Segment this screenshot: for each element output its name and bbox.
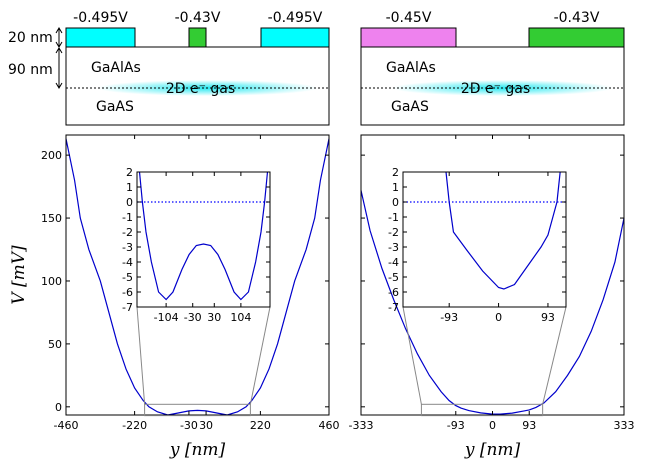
zoom-box [420,403,544,417]
gate-label: -0.45V [386,10,432,26]
y-tick-label: 0 [55,401,62,414]
material-label: GaAS [96,99,134,115]
gate [528,27,625,48]
zoom-connector [249,306,271,405]
zoom-box [144,403,251,417]
y-tick-label: -5 [122,271,133,284]
y-axis-label: V [mV] [9,245,29,305]
material-label: GaAS [391,99,429,115]
gate-label: -0.43V [175,10,221,26]
curve [65,138,330,416]
x-tick-label: -93 [447,419,465,432]
y-tick-label: -4 [122,256,133,269]
y-tick-label: -6 [122,286,133,299]
x-tick-label: -30 [184,311,202,324]
zoom-connector [136,306,146,405]
y-tick-label: 50 [48,338,62,351]
y-tick-label: -1 [122,211,133,224]
y-tick-label: -1 [388,211,399,224]
y-tick-label: -4 [388,256,399,269]
y-tick-label: 1 [392,181,399,194]
gate-label: -0.43V [554,10,600,26]
layer-label: 90 nm [8,62,53,78]
arrow-head [55,27,63,89]
x-tick-label: 333 [614,419,635,432]
x-axis-label: y [nm] [464,440,521,460]
plot-frame [136,171,271,308]
curve [138,171,269,301]
layer-label: 20 nm [8,30,53,46]
x-tick-label: 30 [199,419,213,432]
y-tick-label: -5 [388,271,399,284]
x-tick-label: -93 [440,311,458,324]
y-tick-label: 200 [41,149,62,162]
x-tick-label: 93 [522,419,536,432]
curve [445,171,561,290]
x-tick-label: 0 [489,419,496,432]
y-tick-label: 100 [41,275,62,288]
plot-frame [65,134,330,416]
x-tick-label: 460 [319,419,340,432]
x-tick-label: 220 [250,419,271,432]
gate [188,27,207,48]
x-axis-label: y [nm] [169,440,226,460]
plot-background [137,172,270,307]
gas-label: 2D e⁻ gas [166,81,235,97]
x-tick-label: 104 [230,311,251,324]
x-tick-label: 0 [495,311,502,324]
gas-label: 2D e⁻ gas [461,81,530,97]
gate [65,27,136,48]
y-tick-label: -2 [388,226,399,239]
y-tick-label: 2 [126,166,133,179]
y-tick-label: 150 [41,212,62,225]
zoom-connector [542,306,567,405]
y-tick-label: -7 [122,301,133,314]
x-tick-label: -333 [349,419,374,432]
y-tick-label: -7 [388,301,399,314]
gate-label: -0.495V [268,10,323,26]
x-tick-label: -104 [154,311,179,324]
y-tick-label: 2 [392,166,399,179]
x-tick-label: -460 [54,419,79,432]
gate [260,27,330,48]
y-tick-label: -3 [388,241,399,254]
gate [360,27,457,48]
y-tick-label: -6 [388,286,399,299]
zoom-connector [402,306,422,405]
plot-background [403,172,566,307]
material-label: GaAlAs [91,60,141,76]
plot-frame [402,171,567,308]
y-tick-label: 0 [392,196,399,209]
y-tick-label: 1 [126,181,133,194]
gate-label: -0.495V [73,10,128,26]
y-tick-label: 0 [126,196,133,209]
x-tick-label: -30 [180,419,198,432]
material-label: GaAlAs [386,60,436,76]
y-tick-label: -3 [122,241,133,254]
x-tick-label: 93 [541,311,555,324]
x-tick-label: 30 [207,311,221,324]
x-tick-label: -220 [122,419,147,432]
y-tick-label: -2 [122,226,133,239]
